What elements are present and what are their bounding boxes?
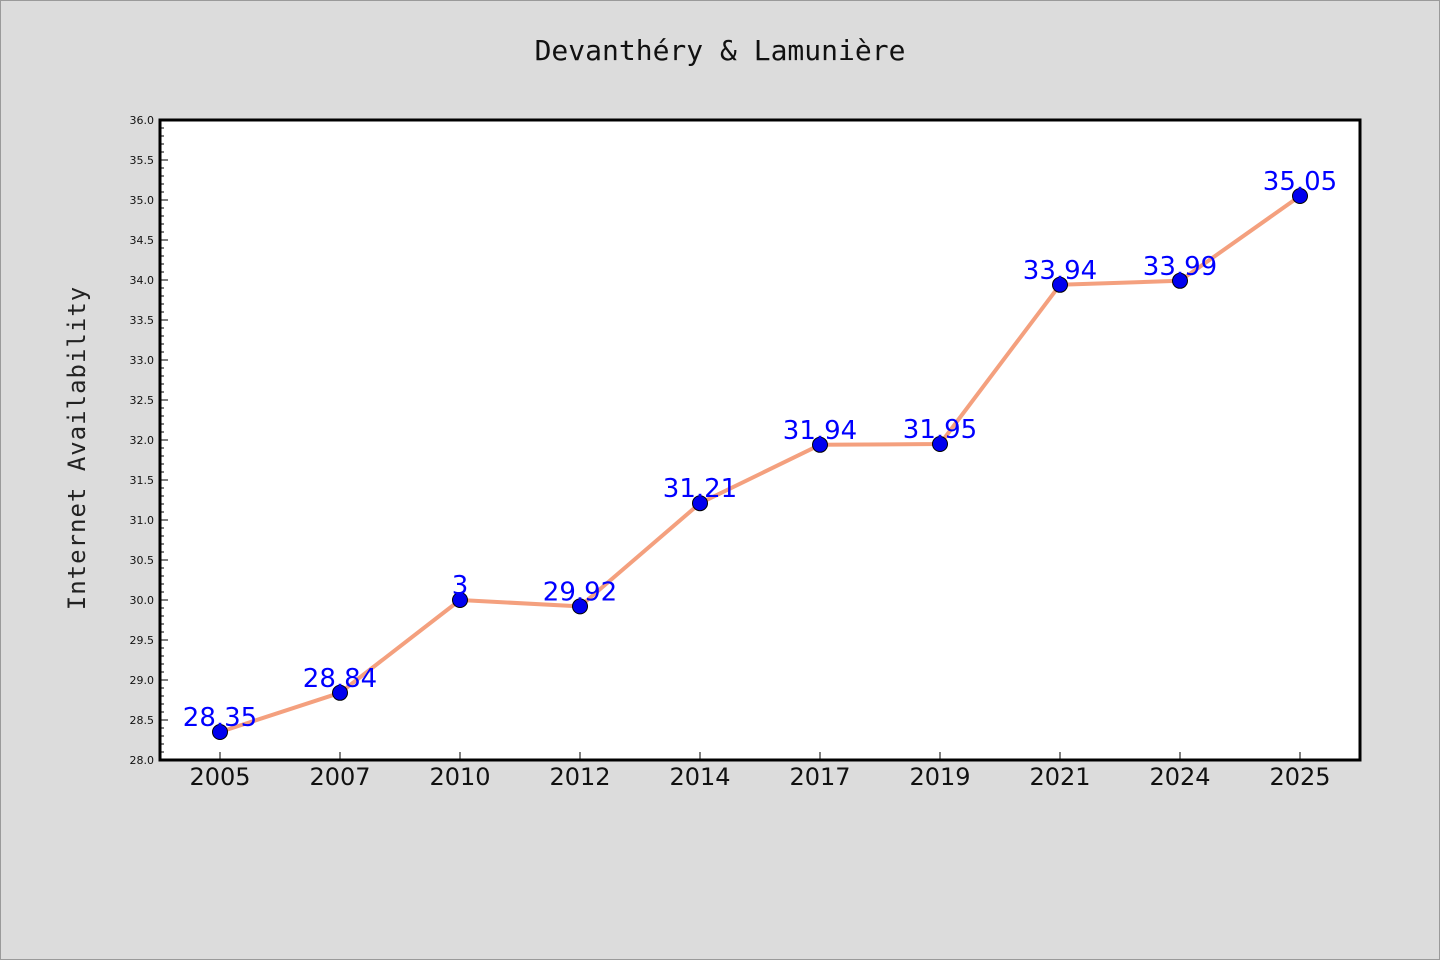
x-tick-label: 2021 [1029,763,1090,791]
y-tick-label: 34.0 [130,274,155,287]
y-tick-label: 28.0 [130,754,155,767]
x-axis: 2005 2007 2010 2012 2014 2017 2019 2021 2024 2025 [189,752,1331,791]
data-label: 35.05 [1263,167,1337,197]
data-label: 31.94 [783,416,857,446]
data-point [812,436,828,453]
x-tick-label: 2014 [669,763,730,791]
x-tick-label: 2012 [549,763,610,791]
data-label: 31.21 [663,474,737,504]
y-tick-label: 32.5 [130,394,155,407]
data-point [332,684,348,701]
data-point [452,592,468,608]
x-tick-label: 2024 [1149,763,1210,791]
x-tick-label: 2017 [789,763,850,791]
y-tick-label: 35.0 [130,194,155,207]
y-tick-label: 31.5 [130,474,155,487]
x-tick-label: 2019 [909,763,970,791]
chart-title: Devanthéry & Lamunière [534,34,906,67]
data-label: 29.92 [543,577,617,607]
data-label: 3 [452,571,469,601]
plot-border [158,118,1362,762]
x-tick-label: 2007 [309,763,370,791]
y-tick-label: 30.5 [130,554,155,567]
y-tick-label: 36.0 [130,114,155,127]
data-label: 31.95 [903,415,977,445]
y-tick-label: 28.5 [130,714,155,727]
y-tick-label: 31.0 [130,514,155,527]
y-axis: 28.0 28.5 29.0 29.5 30.0 30.5 31.0 31.5 32.0 32.5… [130,114,168,767]
plot-area [160,120,1360,760]
y-tick-label: 29.5 [130,634,155,647]
y-tick-label: 35.5 [130,154,155,167]
data-point [1052,276,1068,293]
series-line [219,194,1302,734]
y-tick-label: 33.0 [130,354,155,367]
data-label: 28.84 [303,664,377,694]
x-tick-label: 2025 [1269,763,1330,791]
data-point [212,724,228,740]
data-label: 33.94 [1023,256,1097,286]
y-tick-label: 32.0 [130,434,155,447]
x-tick-label: 2010 [429,763,490,791]
data-point [1172,272,1188,289]
data-point [572,598,588,615]
y-tick-label: 33.5 [130,314,155,327]
data-labels: 28.35 28.84 3 29.92 31.21 31.94 31.95 33.94 33.9… [183,167,1337,733]
x-tick-label: 2005 [189,763,250,791]
y-tick-label: 34.5 [130,234,155,247]
y-tick-label: 29.0 [130,674,155,687]
data-point [692,495,708,512]
data-label: 33.99 [1143,252,1217,282]
y-tick-label: 30.0 [130,594,155,607]
series-markers [212,188,1308,740]
data-label: 28.35 [183,703,257,733]
data-point [932,436,948,452]
data-point [1292,188,1308,204]
